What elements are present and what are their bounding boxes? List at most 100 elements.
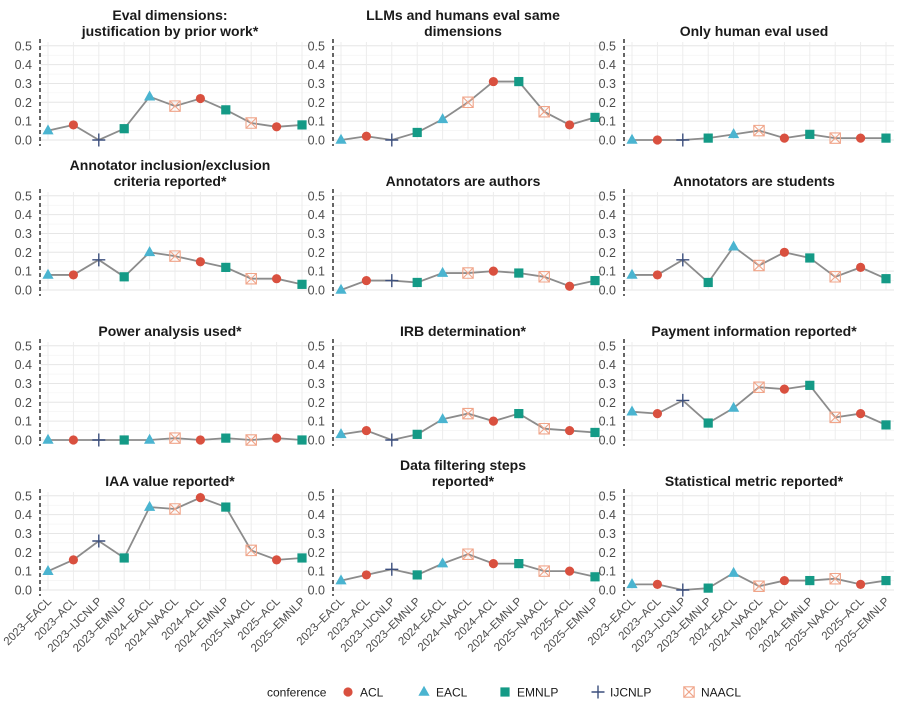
y-tick-label: 0.4 (599, 208, 616, 222)
data-point (829, 411, 841, 424)
data-point (42, 433, 54, 444)
data-point (779, 384, 790, 394)
data-point (221, 433, 231, 443)
data-point (68, 270, 78, 280)
data-point (42, 124, 54, 135)
y-tick-label: 0.0 (15, 434, 32, 448)
y-tick-label: 0.3 (15, 527, 32, 541)
data-point (169, 100, 181, 112)
panel-title: IAA value reported* (105, 473, 235, 489)
y-tick-label: 0.2 (308, 546, 325, 560)
y-tick-label: 0.4 (15, 58, 32, 72)
panel-title: Eval dimensions: (112, 7, 227, 23)
data-point (805, 575, 815, 586)
y-tick-label: 0.4 (15, 208, 32, 222)
data-point (626, 405, 638, 416)
data-point (144, 90, 156, 101)
data-point (703, 418, 713, 428)
data-point (590, 112, 600, 122)
y-tick-label: 0.2 (15, 96, 32, 110)
data-point (437, 113, 449, 124)
data-point (829, 132, 841, 144)
y-tick-label: 0.2 (599, 546, 616, 560)
data-point (462, 267, 474, 279)
data-point (829, 271, 841, 283)
y-tick-label: 0.1 (308, 565, 325, 579)
data-point (753, 124, 765, 137)
data-point (245, 117, 257, 129)
data-point (437, 266, 449, 277)
data-point (590, 275, 600, 286)
y-tick-label: 0.2 (308, 246, 325, 260)
data-point (652, 135, 663, 145)
y-tick-label: 0.5 (15, 489, 32, 503)
data-point (335, 574, 347, 585)
data-point (68, 555, 78, 565)
data-point (728, 240, 740, 251)
data-point (538, 565, 550, 577)
data-point (829, 572, 841, 585)
data-point (590, 427, 600, 438)
y-tick-label: 0.1 (15, 115, 32, 129)
panel-1: Eval dimensions:justification by prior w… (15, 7, 310, 148)
y-tick-label: 0.4 (599, 508, 616, 522)
data-point (169, 250, 181, 262)
y-tick-label: 0.2 (15, 246, 32, 260)
y-tick-label: 0.5 (599, 189, 616, 203)
legend-marker (683, 686, 695, 698)
data-point (42, 268, 54, 279)
data-point (856, 262, 866, 272)
y-tick-label: 0.2 (15, 546, 32, 560)
data-point (272, 122, 282, 132)
data-point (805, 129, 815, 139)
data-point (652, 579, 663, 589)
data-point (144, 246, 156, 257)
data-point (676, 583, 690, 597)
y-tick-label: 0.4 (15, 358, 32, 372)
y-tick-label: 0.4 (599, 58, 616, 72)
y-tick-label: 0.0 (308, 284, 325, 298)
y-tick-label: 0.3 (599, 77, 616, 91)
data-point (703, 277, 713, 288)
data-point (221, 262, 231, 272)
data-point (676, 133, 690, 147)
data-point (652, 270, 663, 280)
y-tick-label: 0.1 (599, 115, 616, 129)
y-tick-label: 0.2 (308, 396, 325, 410)
panel-title: justification by prior work* (81, 23, 259, 39)
y-tick-label: 0.3 (15, 77, 32, 91)
data-point (195, 435, 205, 445)
data-point (361, 131, 371, 141)
data-point (221, 105, 231, 115)
data-point (272, 274, 282, 284)
data-point (221, 502, 231, 512)
data-point (335, 283, 347, 294)
panel-title: Statistical metric reported* (665, 473, 844, 489)
data-point (881, 133, 891, 143)
y-tick-label: 0.0 (599, 434, 616, 448)
data-point (169, 432, 181, 444)
y-tick-label: 0.4 (599, 358, 616, 372)
data-point (805, 253, 815, 263)
data-point (805, 380, 815, 390)
y-tick-label: 0.3 (308, 527, 325, 541)
y-tick-label: 0.5 (308, 39, 325, 53)
data-point (728, 128, 740, 139)
y-tick-label: 0.0 (599, 584, 616, 598)
data-point (245, 272, 257, 285)
legend-label: IJCNLP (610, 686, 651, 700)
data-point (68, 120, 78, 130)
data-point (626, 268, 638, 279)
y-tick-label: 0.1 (15, 415, 32, 429)
data-point (297, 279, 307, 289)
data-point (437, 557, 449, 568)
panel-title: Payment information reported* (651, 323, 857, 339)
data-point (856, 133, 866, 143)
data-point (92, 433, 106, 447)
data-point (385, 562, 399, 576)
data-point (385, 433, 399, 447)
data-point (590, 572, 600, 582)
data-point (119, 124, 129, 134)
data-point (245, 544, 257, 557)
